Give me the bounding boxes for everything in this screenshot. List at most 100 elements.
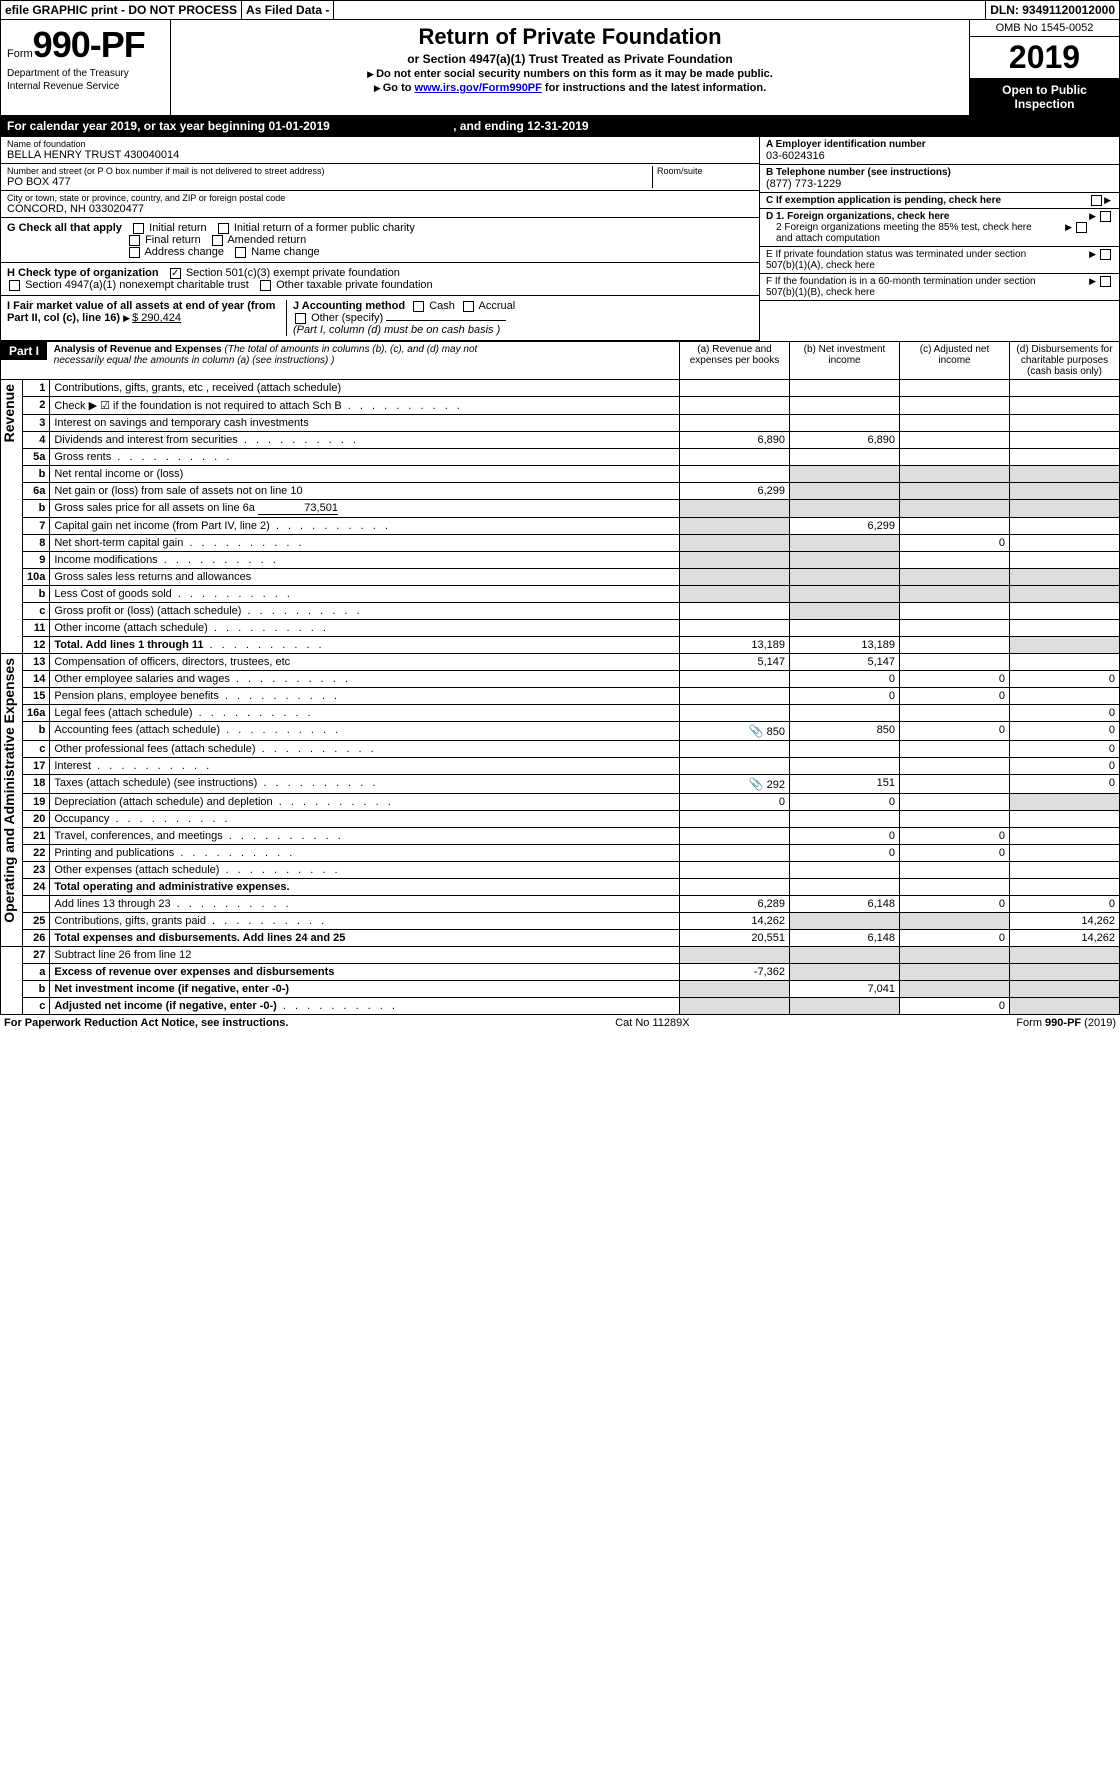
line-number: 13 xyxy=(23,654,50,671)
checkbox-final[interactable] xyxy=(129,235,140,246)
h-label: H Check type of organization xyxy=(7,267,159,279)
line-description: Capital gain net income (from Part IV, l… xyxy=(50,518,680,535)
attachment-icon[interactable]: 📎 xyxy=(749,777,764,791)
line-number: 20 xyxy=(23,811,50,828)
dept-line1: Department of the Treasury xyxy=(7,68,164,79)
footer-left: For Paperwork Reduction Act Notice, see … xyxy=(4,1017,288,1029)
line-description: Accounting fees (attach schedule) xyxy=(50,722,680,741)
form-title: Return of Private Foundation xyxy=(177,24,963,50)
checkbox-f[interactable] xyxy=(1100,276,1111,287)
c-cell: C If exemption application is pending, c… xyxy=(760,193,1119,209)
col-a-cell xyxy=(680,466,790,483)
table-cell xyxy=(900,518,1010,535)
info-left: Name of foundation BELLA HENRY TRUST 430… xyxy=(1,137,759,341)
table-row: bGross sales price for all assets on lin… xyxy=(1,500,1120,518)
line-description: Legal fees (attach schedule) xyxy=(50,705,680,722)
c-label: C If exemption application is pending, c… xyxy=(766,195,1001,206)
checkbox-amended[interactable] xyxy=(212,235,223,246)
note2-pre: Go to xyxy=(383,82,415,94)
checkbox-d2[interactable] xyxy=(1076,222,1087,233)
checkbox-accrual[interactable] xyxy=(463,301,474,312)
checkbox-cash[interactable] xyxy=(413,301,424,312)
line-number: 2 xyxy=(23,397,50,415)
table-cell xyxy=(1010,483,1120,500)
line-description: Adjusted net income (if negative, enter … xyxy=(50,998,680,1015)
table-cell xyxy=(1010,828,1120,845)
table-cell xyxy=(900,879,1010,896)
form-subtitle: or Section 4947(a)(1) Trust Treated as P… xyxy=(177,52,963,66)
checkbox-name-change[interactable] xyxy=(235,247,246,258)
table-cell xyxy=(1010,811,1120,828)
line-number: b xyxy=(23,500,50,518)
name-cell: Name of foundation BELLA HENRY TRUST 430… xyxy=(1,137,759,164)
table-cell xyxy=(790,620,900,637)
col-a-cell xyxy=(680,845,790,862)
checkbox-c[interactable] xyxy=(1091,195,1102,206)
table-row: 14Other employee salaries and wages000 xyxy=(1,671,1120,688)
checkbox-d1[interactable] xyxy=(1100,211,1111,222)
table-cell xyxy=(900,794,1010,811)
table-cell xyxy=(790,913,900,930)
checkbox-initial-former[interactable] xyxy=(218,223,229,234)
part1-label: Part I xyxy=(1,342,47,360)
line-number: 8 xyxy=(23,535,50,552)
line-description: Net rental income or (loss) xyxy=(50,466,680,483)
note-1: Do not enter social security numbers on … xyxy=(177,68,963,80)
table-row: 19Depreciation (attach schedule) and dep… xyxy=(1,794,1120,811)
checkbox-initial[interactable] xyxy=(133,223,144,234)
table-row: 16aLegal fees (attach schedule)0 xyxy=(1,705,1120,722)
line-description: Check ▶ ☑ if the foundation is not requi… xyxy=(50,397,680,415)
section-label: Operating and Administrative Expenses xyxy=(1,654,23,947)
table-cell: 14,262 xyxy=(1010,930,1120,947)
room-label: Room/suite xyxy=(657,166,753,176)
calendar-year-row: For calendar year 2019, or tax year begi… xyxy=(0,116,1120,137)
line-number: 11 xyxy=(23,620,50,637)
g-row: G Check all that apply Initial return In… xyxy=(1,218,759,263)
col-a-cell xyxy=(680,518,790,535)
top-bar: efile GRAPHIC print - DO NOT PROCESS As … xyxy=(0,0,1120,20)
table-row: 23Other expenses (attach schedule) xyxy=(1,862,1120,879)
table-cell xyxy=(900,586,1010,603)
table-cell: 0 xyxy=(900,896,1010,913)
form-number: Form990-PF xyxy=(7,24,164,66)
table-cell xyxy=(900,654,1010,671)
checkbox-j-other[interactable] xyxy=(295,313,306,324)
line-number: 16a xyxy=(23,705,50,722)
checkbox-other-taxable[interactable] xyxy=(260,280,271,291)
j-cash: Cash xyxy=(429,300,455,312)
checkbox-4947[interactable] xyxy=(9,280,20,291)
j-accrual: Accrual xyxy=(479,300,516,312)
table-cell xyxy=(790,741,900,758)
table-row: 21Travel, conferences, and meetings00 xyxy=(1,828,1120,845)
line-description: Add lines 13 through 23 xyxy=(50,896,680,913)
table-row: 11Other income (attach schedule) xyxy=(1,620,1120,637)
b-label: B Telephone number (see instructions) xyxy=(766,167,951,178)
table-cell xyxy=(1010,432,1120,449)
table-cell xyxy=(1010,637,1120,654)
table-cell xyxy=(790,415,900,432)
line-number: 5a xyxy=(23,449,50,466)
e-label: E If private foundation status was termi… xyxy=(766,249,1056,271)
table-cell xyxy=(790,500,900,518)
line-number: 9 xyxy=(23,552,50,569)
col-c-header: (c) Adjusted net income xyxy=(900,342,1010,380)
table-cell: 151 xyxy=(790,775,900,794)
table-row: 8Net short-term capital gain0 xyxy=(1,535,1120,552)
line-description: Occupancy xyxy=(50,811,680,828)
table-cell xyxy=(900,552,1010,569)
checkbox-e[interactable] xyxy=(1100,249,1111,260)
table-row: cAdjusted net income (if negative, enter… xyxy=(1,998,1120,1015)
table-cell: 850 xyxy=(790,722,900,741)
table-cell xyxy=(790,466,900,483)
checkbox-501c3[interactable]: ✓ xyxy=(170,268,181,279)
irs-link[interactable]: www.irs.gov/Form990PF xyxy=(415,82,542,94)
calyear-end: , and ending 12-31-2019 xyxy=(453,119,588,133)
attachment-icon[interactable]: 📎 xyxy=(749,724,764,738)
table-cell xyxy=(900,705,1010,722)
table-cell xyxy=(1010,981,1120,998)
col-a-cell xyxy=(680,862,790,879)
form-num-big: 990-PF xyxy=(33,24,145,65)
table-row: Revenue1Contributions, gifts, grants, et… xyxy=(1,380,1120,397)
asfiled-label: As Filed Data - xyxy=(242,1,334,19)
checkbox-addr-change[interactable] xyxy=(129,247,140,258)
